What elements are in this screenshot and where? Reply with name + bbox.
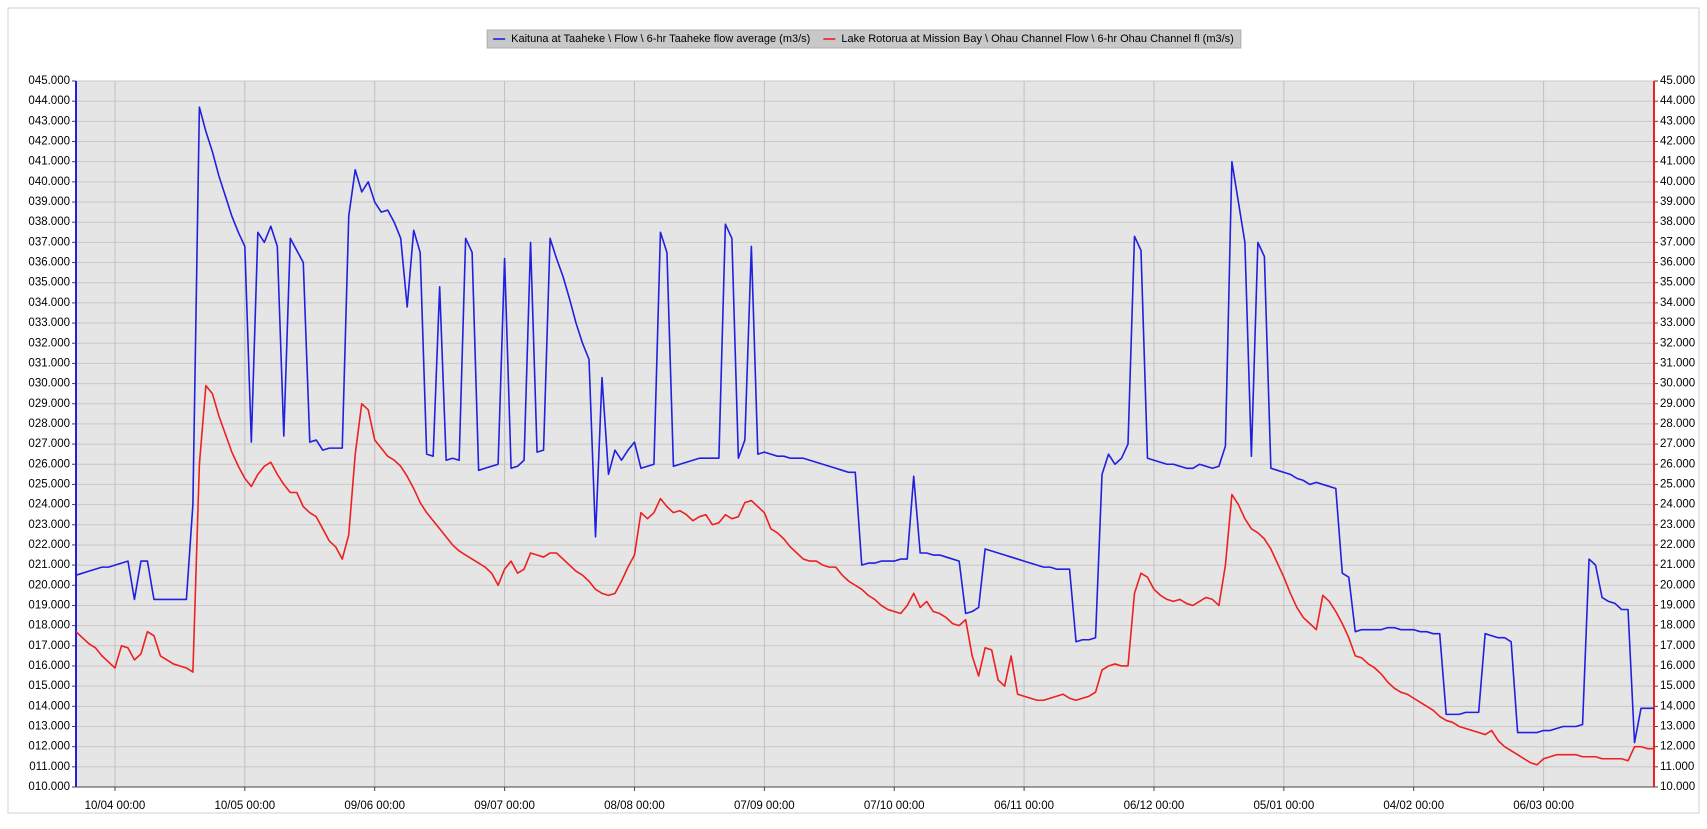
- y2-tick-label: 13.000: [1660, 721, 1695, 733]
- y2-tick-label: 33.000: [1660, 317, 1695, 329]
- y-tick-label: 038.000: [28, 216, 70, 228]
- y-tick-label: 044.000: [28, 95, 70, 107]
- y2-tick-label: 39.000: [1660, 196, 1695, 208]
- y-tick-label: 020.000: [28, 579, 70, 591]
- x-tick-label: 09/06 00:00: [344, 800, 405, 812]
- y-tick-label: 045.000: [28, 75, 70, 87]
- y-tick-label: 027.000: [28, 438, 70, 450]
- y-tick-label: 036.000: [28, 257, 70, 269]
- y-tick-label: 033.000: [28, 317, 70, 329]
- legend-label: Kaituna at Taaheke \ Flow \ 6-hr Taaheke…: [511, 33, 810, 45]
- legend-label: Lake Rotorua at Mission Bay \ Ohau Chann…: [841, 33, 1234, 45]
- y-tick-label: 039.000: [28, 196, 70, 208]
- y-tick-label: 015.000: [28, 680, 70, 692]
- y-tick-label: 023.000: [28, 519, 70, 531]
- y2-tick-label: 31.000: [1660, 357, 1695, 369]
- y2-tick-label: 11.000: [1660, 761, 1694, 773]
- y2-tick-label: 23.000: [1660, 519, 1695, 531]
- y2-tick-label: 34.000: [1660, 297, 1695, 309]
- y2-tick-label: 28.000: [1660, 418, 1695, 430]
- y-tick-label: 016.000: [28, 660, 70, 672]
- y2-tick-label: 45.000: [1660, 75, 1695, 87]
- y2-tick-label: 15.000: [1660, 680, 1695, 692]
- y-tick-label: 011.000: [29, 761, 70, 773]
- y-tick-label: 022.000: [28, 539, 70, 551]
- y-tick-label: 021.000: [28, 559, 70, 571]
- y-tick-label: 043.000: [28, 115, 70, 127]
- y2-tick-label: 19.000: [1660, 599, 1695, 611]
- y2-tick-label: 36.000: [1660, 257, 1695, 269]
- y2-tick-label: 21.000: [1660, 559, 1695, 571]
- y2-tick-label: 42.000: [1660, 136, 1695, 148]
- y-tick-label: 037.000: [28, 236, 70, 248]
- y-tick-label: 019.000: [28, 599, 70, 611]
- y2-tick-label: 44.000: [1660, 95, 1695, 107]
- y2-tick-label: 41.000: [1660, 156, 1695, 168]
- y-tick-label: 040.000: [28, 176, 70, 188]
- y-tick-label: 012.000: [28, 741, 70, 753]
- y2-tick-label: 25.000: [1660, 478, 1695, 490]
- y-tick-label: 032.000: [28, 337, 70, 349]
- x-tick-label: 04/02 00:00: [1383, 800, 1444, 812]
- x-tick-label: 10/05 00:00: [214, 800, 275, 812]
- y-tick-label: 030.000: [28, 378, 70, 390]
- y-tick-label: 042.000: [28, 136, 70, 148]
- y2-tick-label: 37.000: [1660, 236, 1695, 248]
- x-tick-label: 06/12 00:00: [1124, 800, 1185, 812]
- y-tick-label: 028.000: [28, 418, 70, 430]
- y-tick-label: 017.000: [28, 640, 70, 652]
- series-line: [75, 384, 1654, 766]
- y2-tick-label: 40.000: [1660, 176, 1695, 188]
- x-tick-label: 07/10 00:00: [864, 800, 925, 812]
- y2-tick-label: 18.000: [1660, 620, 1695, 632]
- y2-tick-label: 35.000: [1660, 277, 1695, 289]
- y-tick-label: 010.000: [28, 781, 70, 793]
- y2-tick-label: 16.000: [1660, 660, 1695, 672]
- x-tick-label: 07/09 00:00: [734, 800, 795, 812]
- y2-tick-label: 22.000: [1660, 539, 1695, 551]
- y-tick-label: 041.000: [28, 156, 70, 168]
- y-tick-label: 014.000: [28, 700, 70, 712]
- y2-tick-label: 43.000: [1660, 115, 1695, 127]
- y2-tick-label: 14.000: [1660, 700, 1695, 712]
- x-tick-label: 10/04 00:00: [85, 800, 146, 812]
- y2-tick-label: 17.000: [1660, 640, 1695, 652]
- x-tick-label: 09/07 00:00: [474, 800, 535, 812]
- y-tick-label: 029.000: [28, 398, 70, 410]
- legend-box: [486, 29, 1242, 49]
- y2-tick-label: 24.000: [1660, 499, 1695, 511]
- series-line: [75, 106, 1654, 744]
- y2-tick-label: 20.000: [1660, 579, 1695, 591]
- y-tick-label: 013.000: [28, 721, 70, 733]
- y2-tick-label: 30.000: [1660, 378, 1695, 390]
- y2-tick-label: 32.000: [1660, 337, 1695, 349]
- y-tick-label: 031.000: [28, 357, 70, 369]
- y-tick-label: 034.000: [28, 297, 70, 309]
- y2-tick-label: 10.000: [1660, 781, 1695, 793]
- x-tick-label: 05/01 00:00: [1253, 800, 1314, 812]
- y-tick-label: 024.000: [28, 499, 70, 511]
- y2-tick-label: 38.000: [1660, 216, 1695, 228]
- y-tick-label: 018.000: [28, 620, 70, 632]
- legend: Kaituna at Taaheke \ Flow \ 6-hr Taaheke…: [486, 29, 1242, 49]
- y2-tick-label: 27.000: [1660, 438, 1695, 450]
- y2-tick-label: 29.000: [1660, 398, 1695, 410]
- y-tick-label: 025.000: [28, 478, 70, 490]
- x-tick-label: 08/08 00:00: [604, 800, 665, 812]
- x-tick-label: 06/03 00:00: [1513, 800, 1574, 812]
- x-tick-label: 06/11 00:00: [994, 800, 1054, 812]
- y-tick-label: 035.000: [28, 277, 70, 289]
- y2-tick-label: 26.000: [1660, 458, 1695, 470]
- y-tick-label: 026.000: [28, 458, 70, 470]
- plot-area: [76, 81, 1654, 787]
- y2-tick-label: 12.000: [1660, 741, 1695, 753]
